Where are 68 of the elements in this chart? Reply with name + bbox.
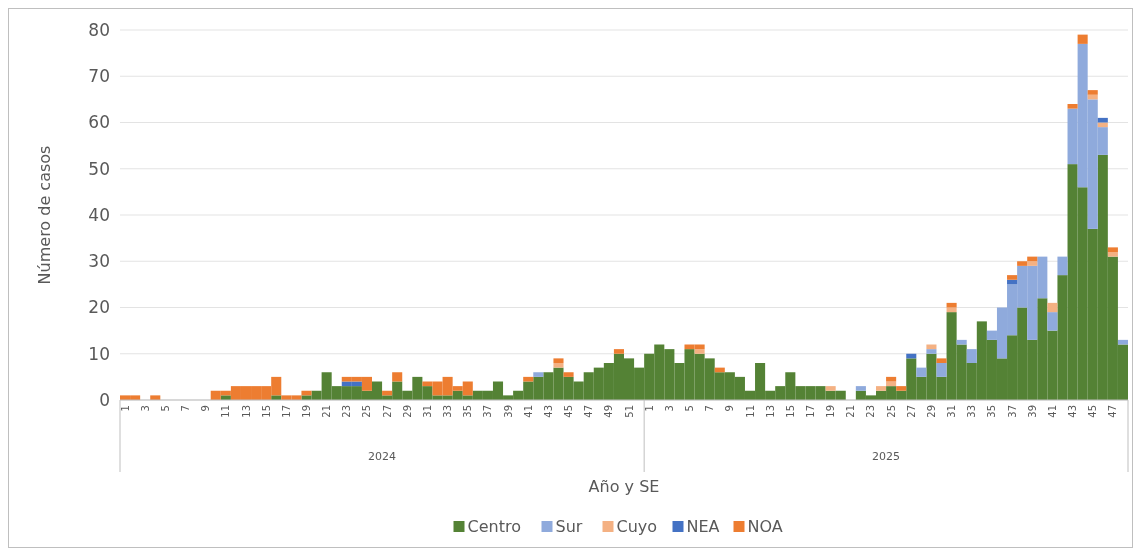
x-tick-label: 17: [280, 405, 292, 418]
x-tick-label: 21: [845, 405, 857, 418]
legend-label: Sur: [555, 517, 583, 536]
x-tick-label: 43: [1067, 405, 1079, 418]
x-tick-label: 9: [200, 405, 212, 412]
x-tick-label: 5: [159, 405, 171, 412]
x-tick-label: 19: [300, 405, 312, 418]
x-tick-label: 29: [401, 405, 413, 418]
x-tick-label: 31: [946, 405, 958, 418]
y-tick-label: 30: [88, 251, 110, 272]
x-tick-label: 45: [1087, 405, 1099, 418]
y-axis-title: Número de casos: [35, 145, 54, 285]
x-axis-title: Año y SE: [588, 477, 660, 496]
x-tick-label: 37: [482, 405, 494, 418]
x-tick-label: 25: [361, 405, 373, 418]
x-tick-label: 13: [240, 405, 252, 418]
y-tick-label: 20: [88, 297, 110, 318]
x-tick-label: 17: [804, 405, 816, 418]
legend-label: NEA: [686, 517, 720, 536]
x-tick-label: 33: [442, 405, 454, 418]
x-tick-label: 5: [684, 405, 696, 412]
x-tick-label: 15: [784, 405, 796, 418]
x-tick-label: 11: [220, 405, 232, 418]
x-tick-label: 3: [139, 405, 151, 412]
x-tick-label: 3: [663, 405, 675, 412]
x-tick-label: 19: [825, 405, 837, 418]
x-tick-label: 11: [744, 405, 756, 418]
x-tick-label: 7: [180, 405, 192, 412]
x-tick-label: 47: [583, 405, 595, 418]
legend-label: Cuyo: [616, 517, 658, 536]
x-tick-label: 39: [1026, 405, 1038, 418]
x-tick-label: 43: [542, 405, 554, 418]
text: 2025: [872, 450, 901, 463]
y-tick-label: 0: [99, 389, 110, 410]
x-tick-label: 45: [563, 405, 575, 418]
x-tick-label: 7: [704, 405, 716, 412]
x-tick-label: 1: [643, 405, 655, 412]
x-tick-label: 1: [119, 405, 131, 412]
x-tick-label: 49: [603, 405, 615, 418]
x-tick-label: 27: [381, 405, 393, 418]
x-tick-label: 9: [724, 405, 736, 412]
x-tick-label: 25: [885, 405, 897, 418]
x-tick-label: 37: [1006, 405, 1018, 418]
x-tick-label: 33: [966, 405, 978, 418]
y-tick-label: 50: [88, 158, 110, 179]
x-tick-label: 15: [260, 405, 272, 418]
x-tick-label: 13: [764, 405, 776, 418]
x-tick-label: 23: [865, 405, 877, 418]
y-tick-label: 80: [88, 19, 110, 40]
x-tick-label: 41: [522, 405, 534, 418]
x-tick-label: 21: [321, 405, 333, 418]
x-tick-label: 29: [925, 405, 937, 418]
text: 2024: [368, 450, 397, 463]
x-tick-label: 39: [502, 405, 514, 418]
x-tick-label: 41: [1046, 405, 1058, 418]
x-tick-label: 31: [421, 405, 433, 418]
y-tick-label: 60: [88, 112, 110, 133]
legend-label: Centro: [467, 517, 521, 536]
y-tick-label: 70: [88, 66, 110, 87]
x-tick-label: 51: [623, 405, 635, 418]
x-tick-label: 47: [1107, 405, 1119, 418]
x-tick-label: 27: [905, 405, 917, 418]
y-tick-label: 10: [88, 343, 110, 364]
x-tick-label: 35: [986, 405, 998, 418]
y-tick-label: 40: [88, 204, 110, 225]
legend-label: NOA: [747, 517, 783, 536]
x-tick-label: 35: [462, 405, 474, 418]
x-tick-label: 23: [341, 405, 353, 418]
